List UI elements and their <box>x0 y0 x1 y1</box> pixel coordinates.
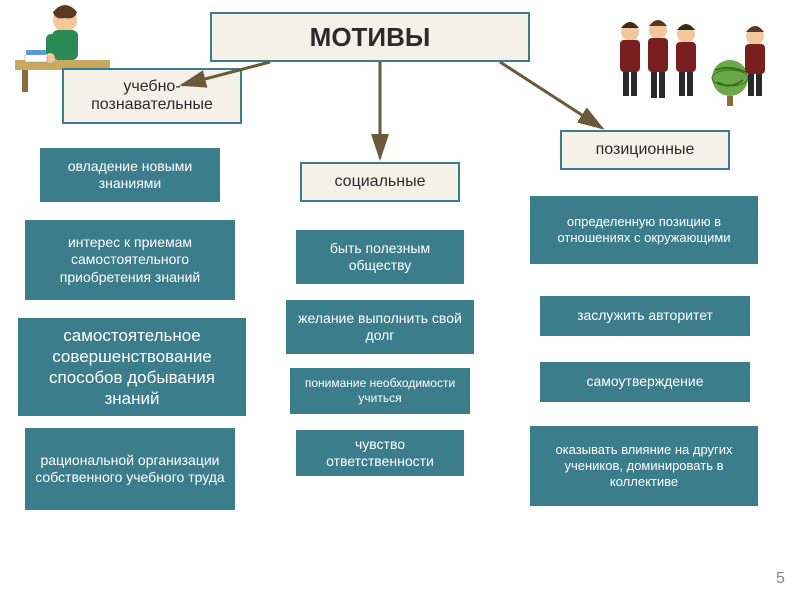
item-self-improvement: самостоятельное совершенствование способ… <box>18 318 246 416</box>
item-understand-need: понимание необходимости учиться <box>290 368 470 414</box>
item-authority: заслужить авторитет <box>540 296 750 336</box>
item-mastery: овладение новыми знаниями <box>40 148 220 202</box>
item-self-assertion: самоутверждение <box>540 362 750 402</box>
category-social: социальные <box>300 162 460 202</box>
item-duty: желание выполнить свой долг <box>286 300 474 354</box>
item-interest-methods: интерес к приемам самостоятельного приоб… <box>25 220 235 300</box>
item-responsibility: чувство ответственности <box>296 430 464 476</box>
category-cognitive: учебно-познавательные <box>62 68 242 124</box>
main-title: МОТИВЫ <box>210 12 530 62</box>
category-positional: позиционные <box>560 130 730 170</box>
item-rational-org: рациональной организации собственного уч… <box>25 428 235 510</box>
students-group-illustration <box>600 10 780 110</box>
page-number: 5 <box>776 570 785 588</box>
item-useful-society: быть полезным обществу <box>296 230 464 284</box>
item-dominate: оказывать влияние на других учеников, до… <box>530 426 758 506</box>
item-position-relations: определенную позицию в отношениях с окру… <box>530 196 758 264</box>
